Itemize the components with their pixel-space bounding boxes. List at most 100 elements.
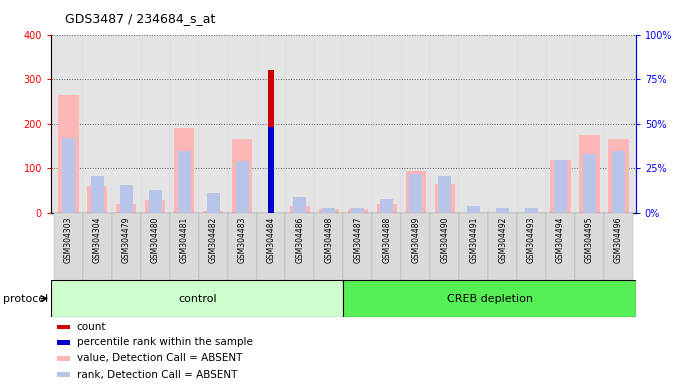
Text: GSM304487: GSM304487 [354,217,362,263]
Text: GSM304490: GSM304490 [440,217,449,263]
Bar [57,372,70,377]
Bar [604,213,633,280]
Bar [141,213,170,280]
Bar [517,35,546,213]
Bar [488,213,517,280]
Bar [174,128,194,213]
Text: GSM304498: GSM304498 [324,217,333,263]
Text: rank, Detection Call = ABSENT: rank, Detection Call = ABSENT [77,369,237,380]
Text: control: control [178,293,216,304]
Text: GSM304479: GSM304479 [122,217,131,263]
Bar [343,280,636,317]
Bar [294,197,307,213]
Text: value, Detection Call = ABSENT: value, Detection Call = ABSENT [77,353,242,364]
Bar [83,213,112,280]
Bar [430,213,459,280]
Bar [459,35,488,213]
Bar [373,213,401,280]
Bar [435,184,455,213]
Bar [112,35,141,213]
Bar [406,171,426,213]
Bar [141,35,170,213]
Bar [91,175,104,213]
Bar [467,206,480,213]
Bar [228,35,256,213]
Bar [290,207,310,213]
Bar [235,161,249,213]
Bar [380,199,393,213]
Text: GSM304483: GSM304483 [237,217,247,263]
Text: CREB depletion: CREB depletion [447,293,532,304]
Bar [170,213,199,280]
Bar [232,139,252,213]
Bar [546,35,575,213]
Bar [604,35,633,213]
Bar [377,204,397,213]
Bar [54,35,83,213]
Text: GSM304489: GSM304489 [411,217,420,263]
Bar [112,213,141,280]
Bar [120,185,133,213]
Bar [459,213,488,280]
Bar [149,190,162,213]
Text: GSM304484: GSM304484 [267,217,275,263]
Text: GSM304482: GSM304482 [209,217,218,263]
Bar [554,160,567,213]
Bar [550,160,571,213]
Text: GSM304304: GSM304304 [93,217,102,263]
Bar [575,213,604,280]
Bar [314,35,343,213]
Bar [256,213,286,280]
Bar [145,200,165,213]
Text: GSM304488: GSM304488 [382,217,391,263]
Bar [199,213,228,280]
Text: GSM304303: GSM304303 [64,217,73,263]
Text: GSM304494: GSM304494 [556,217,565,263]
Bar [409,174,422,213]
Bar [609,139,628,213]
Bar [430,35,459,213]
Bar [199,35,228,213]
Bar [62,138,75,213]
Bar [401,35,430,213]
Bar [496,208,509,213]
Bar [322,208,335,213]
Text: GSM304493: GSM304493 [527,217,536,263]
Bar [286,35,314,213]
Bar [57,324,70,329]
Bar [57,340,70,345]
Bar [343,35,373,213]
Text: GDS3487 / 234684_s_at: GDS3487 / 234684_s_at [65,13,215,25]
Bar [488,35,517,213]
Bar [116,204,137,213]
Bar [546,213,575,280]
Bar [347,209,368,213]
Bar [203,211,223,213]
Bar [575,35,604,213]
Bar [170,35,199,213]
Bar [438,175,452,213]
Bar [517,213,546,280]
Bar [269,70,273,213]
Text: GSM304486: GSM304486 [296,217,305,263]
Text: GSM304496: GSM304496 [614,217,623,263]
Bar [579,135,600,213]
Bar [87,186,107,213]
Bar [256,35,286,213]
Bar [319,209,339,213]
Bar [51,280,343,317]
Text: count: count [77,322,106,332]
Text: GSM304495: GSM304495 [585,217,594,263]
Text: GSM304491: GSM304491 [469,217,478,263]
Bar [269,127,273,213]
Bar [352,208,364,213]
Bar [286,213,314,280]
Bar [525,208,538,213]
Bar [54,213,83,280]
Bar [83,35,112,213]
Text: GSM304492: GSM304492 [498,217,507,263]
Bar [314,213,343,280]
Bar [401,213,430,280]
Bar [57,356,70,361]
Text: GSM304480: GSM304480 [151,217,160,263]
